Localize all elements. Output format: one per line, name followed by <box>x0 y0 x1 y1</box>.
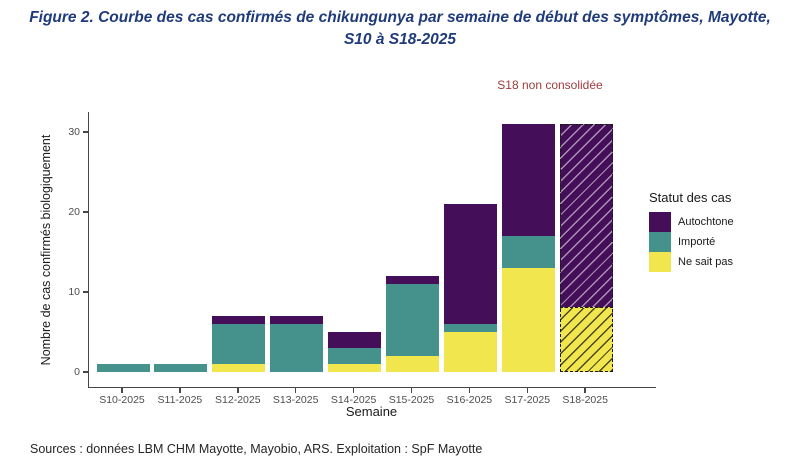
bar-segment-nsp-S18-2025 <box>559 307 613 372</box>
legend-label-importe: Importé <box>678 236 716 248</box>
legend-item-nsp: Ne sait pas <box>649 252 734 272</box>
x-tick-label-S15-2025: S15-2025 <box>388 394 435 406</box>
bar-segment-nsp-S15-2025 <box>386 356 439 372</box>
bar-segment-nsp-S16-2025 <box>443 332 497 372</box>
x-tick-label-S16-2025: S16-2025 <box>446 394 493 406</box>
y-tick-mark-10 <box>83 291 88 293</box>
bar-segment-autochtone-S16-2025 <box>443 204 497 324</box>
legend-label-autochtone: Autochtone <box>678 216 734 228</box>
x-tick-label-S10-2025: S10-2025 <box>99 394 145 406</box>
x-tick-mark-S16-2025 <box>468 388 471 393</box>
x-tick-label-S13-2025: S13-2025 <box>272 394 319 406</box>
bar-segment-importe-S13-2025 <box>270 324 324 372</box>
y-tick-mark-0 <box>83 371 88 373</box>
x-tick-mark-S10-2025 <box>121 388 123 393</box>
x-tick-label-S14-2025: S14-2025 <box>330 394 377 406</box>
legend-item-autochtone: Autochtone <box>649 212 734 232</box>
bar-S12-2025 <box>212 316 266 372</box>
x-tick-label-S17-2025: S17-2025 <box>504 394 551 406</box>
legend-swatch-importe <box>649 232 671 252</box>
bar-S15-2025 <box>386 276 439 372</box>
bar-S14-2025 <box>328 332 382 372</box>
legend-swatch-autochtone <box>649 212 671 232</box>
bar-segment-autochtone-S17-2025 <box>501 124 555 236</box>
y-tick-label-30: 30 <box>68 126 80 138</box>
bar-S13-2025 <box>270 316 324 372</box>
x-tick-label-S18-2025: S18-2025 <box>562 394 608 406</box>
bar-segment-autochtone-S18-2025 <box>559 124 613 308</box>
sources-footer: Sources : données LBM CHM Mayotte, Mayob… <box>30 442 483 456</box>
y-tick-mark-20 <box>83 211 88 213</box>
bar-S16-2025 <box>443 204 497 372</box>
y-axis-title: Nombre de cas confirmés biologiquement <box>39 134 53 366</box>
bar-segment-nsp-S14-2025 <box>328 364 382 372</box>
annotation-s18-non-consolidee: S18 non consolidée <box>497 78 603 92</box>
y-tick-label-10: 10 <box>68 286 80 298</box>
y-tick-mark-30 <box>83 131 88 133</box>
y-tick-label-20: 20 <box>68 206 80 218</box>
legend-title: Statut des cas <box>649 190 732 205</box>
bar-segment-autochtone-S14-2025 <box>328 332 382 348</box>
legend-items: Autochtone Importé Ne sait pas <box>649 212 734 272</box>
bar-segment-autochtone-S13-2025 <box>270 316 324 324</box>
x-tick-mark-S17-2025 <box>526 388 529 393</box>
bar-segment-importe-S14-2025 <box>328 348 382 364</box>
legend: Statut des cas Autochtone Importé Ne sait … <box>649 190 734 272</box>
x-tick-mark-S15-2025 <box>410 388 413 393</box>
bar-segment-nsp-S17-2025 <box>501 268 555 372</box>
x-tick-label-S12-2025: S12-2025 <box>215 394 261 406</box>
figure-title: Figure 2. Courbe des cas confirmés de ch… <box>0 7 800 51</box>
figure-title-line2: S10 à S18-2025 <box>343 31 457 48</box>
x-tick-mark-S13-2025 <box>294 388 297 393</box>
bar-S11-2025 <box>154 364 208 372</box>
bar-segment-autochtone-S12-2025 <box>212 316 266 324</box>
legend-label-nsp: Ne sait pas <box>678 256 734 268</box>
bar-segment-importe-S16-2025 <box>443 324 497 332</box>
bar-segment-importe-S17-2025 <box>501 236 555 268</box>
x-tick-mark-S11-2025 <box>179 388 181 393</box>
figure-title-line1: Figure 2. Courbe des cas confirmés de ch… <box>29 9 771 26</box>
bar-segment-importe-S10-2025 <box>96 364 150 372</box>
bar-segment-importe-S15-2025 <box>386 284 439 356</box>
legend-swatch-nsp <box>649 252 671 272</box>
x-axis-title: Semaine <box>345 404 398 419</box>
y-tick-label-0: 0 <box>74 366 80 378</box>
bar-S10-2025 <box>96 364 150 372</box>
bar-S18-2025 <box>559 124 613 372</box>
bar-segment-importe-S12-2025 <box>212 324 266 364</box>
legend-item-importe: Importé <box>649 232 734 252</box>
x-tick-label-S11-2025: S11-2025 <box>157 394 203 406</box>
bar-S17-2025 <box>501 124 555 372</box>
x-tick-mark-S18-2025 <box>584 388 586 393</box>
x-tick-mark-S14-2025 <box>352 388 355 393</box>
bar-segment-autochtone-S15-2025 <box>386 276 439 284</box>
bar-segment-nsp-S12-2025 <box>212 364 266 372</box>
bar-segment-importe-S11-2025 <box>154 364 208 372</box>
plot-panel <box>88 112 656 388</box>
x-tick-mark-S12-2025 <box>237 388 239 393</box>
